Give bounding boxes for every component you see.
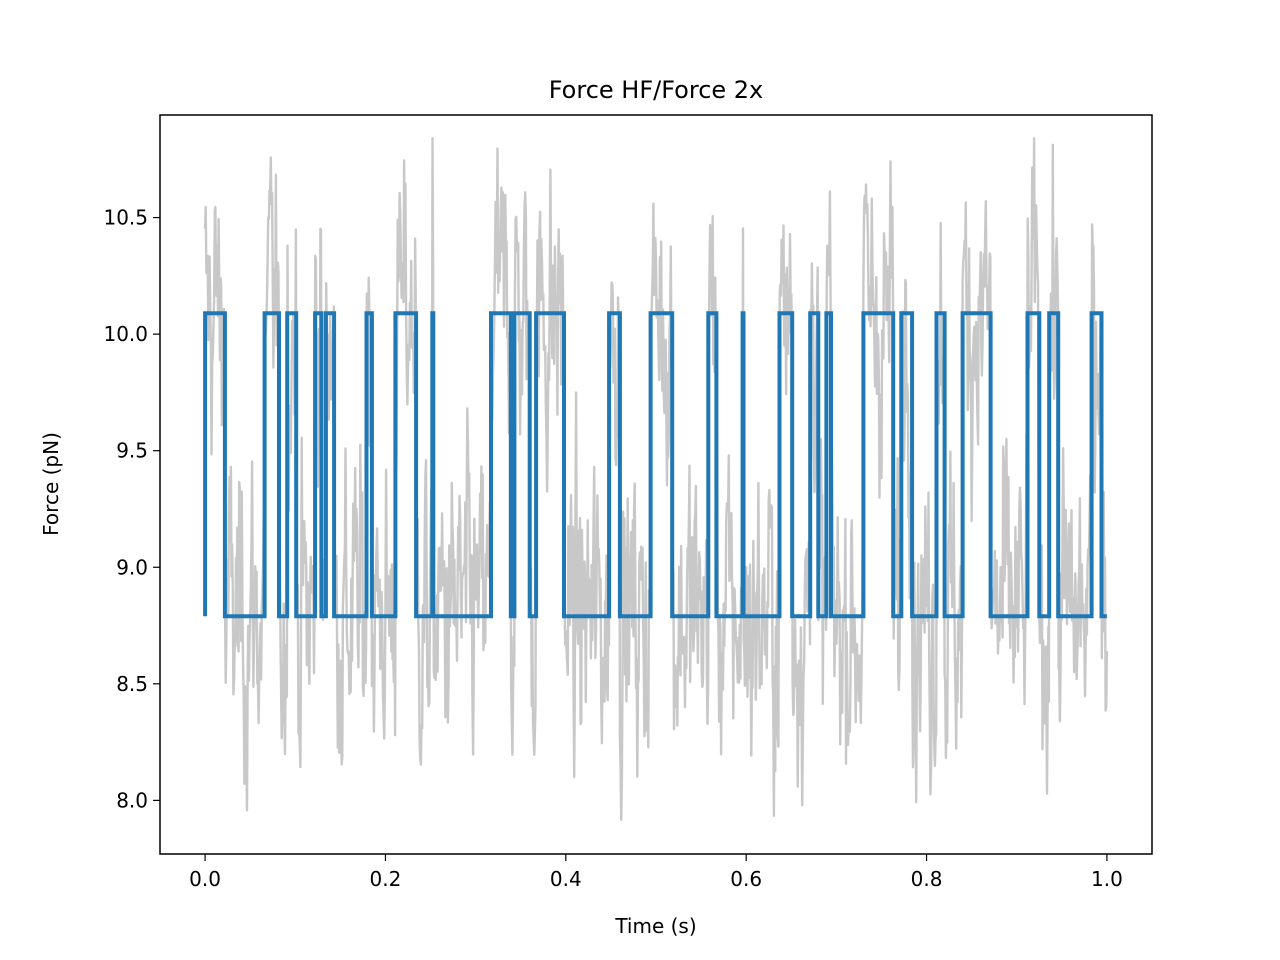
plot-frame	[159, 114, 1153, 855]
x-axis: 0.0 0.2 0.4 0.6 0.8 1.0	[189, 854, 1123, 891]
y-axis-label: Force (pN)	[39, 432, 63, 536]
x-axis-label: Time (s)	[614, 914, 696, 938]
y-tick-label: 10.5	[103, 206, 148, 230]
x-tick-label: 0.8	[911, 867, 943, 891]
y-axis: 8.0 8.5 9.0 9.5 10.0 10.5	[103, 206, 160, 812]
y-tick-label: 8.5	[116, 672, 148, 696]
x-tick-label: 0.6	[730, 867, 762, 891]
x-tick-label: 0.2	[370, 867, 402, 891]
y-tick-label: 9.5	[116, 439, 148, 463]
x-tick-label: 1.0	[1091, 867, 1123, 891]
x-tick-label: 0.4	[550, 867, 582, 891]
raw-force-trace	[203, 137, 1109, 822]
x-tick-label: 0.0	[189, 867, 221, 891]
y-tick-label: 9.0	[116, 555, 148, 579]
raw-trace-series	[203, 137, 1109, 822]
step-fit-line	[203, 311, 1107, 619]
step-fit-series	[203, 311, 1107, 619]
chart-title: Force HF/Force 2x	[549, 76, 764, 104]
y-tick-label: 8.0	[116, 788, 148, 812]
y-tick-label: 10.0	[103, 322, 148, 346]
